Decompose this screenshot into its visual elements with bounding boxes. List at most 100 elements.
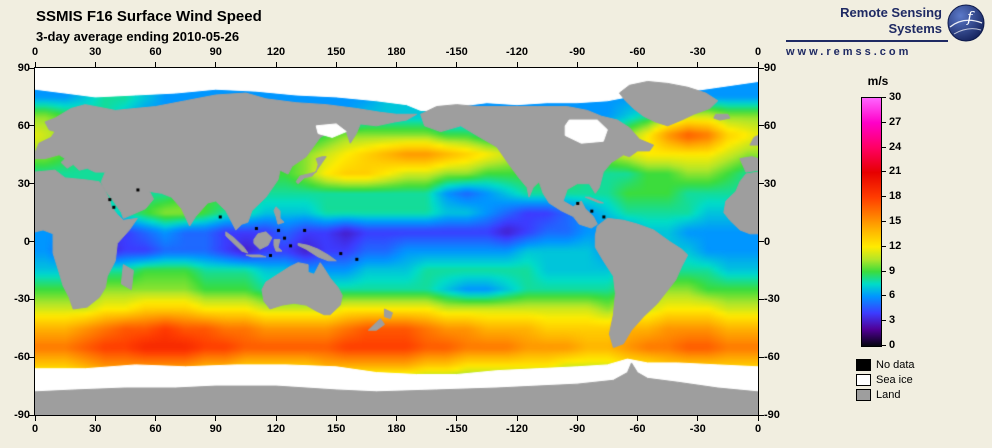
tick-mark (215, 416, 217, 421)
legend-label: Sea ice (876, 373, 913, 386)
tick-mark (697, 416, 699, 421)
lat-tick-label: -30 (764, 293, 780, 306)
tick-mark (29, 67, 34, 69)
colorbar-tick-mark (882, 320, 886, 322)
lon-tick-label: 90 (209, 423, 222, 435)
tick-mark (576, 416, 578, 421)
colorbar-tick-label: 12 (889, 239, 902, 252)
colorbar-tick-mark (882, 146, 886, 148)
lon-tick-label: -60 (629, 46, 646, 58)
tick-mark (759, 67, 764, 69)
branding-url: www.remss.com (786, 46, 912, 58)
tick-mark (516, 62, 518, 67)
lat-tick-label: 90 (17, 62, 30, 74)
svg-text:f: f (966, 8, 975, 26)
lon-tick-label: 30 (89, 423, 102, 435)
chart-subtitle: 3-day average ending 2010-05-26 (36, 29, 240, 44)
lon-tick-label: 60 (149, 46, 162, 58)
tick-mark (34, 416, 36, 421)
lon-tick-label: 180 (387, 46, 406, 58)
lat-tick-label: 30 (17, 177, 30, 190)
legend-label: No data (876, 358, 915, 371)
tick-mark (275, 416, 277, 421)
tick-mark (396, 62, 397, 67)
colorbar-tick-mark (882, 97, 886, 98)
tick-mark (516, 416, 518, 421)
lon-tick-label: 0 (754, 46, 762, 58)
tick-mark (215, 62, 217, 67)
lon-tick-label: -150 (445, 423, 468, 435)
world-wind-map (34, 67, 759, 416)
lon-tick-label: 30 (89, 46, 102, 58)
lon-tick-label: 0 (31, 46, 39, 58)
chart-title: SSMIS F16 Surface Wind Speed (36, 8, 262, 25)
lon-tick-label: -150 (445, 46, 468, 58)
tick-mark (637, 62, 638, 67)
lat-tick-label: 0 (23, 235, 30, 248)
tick-mark (155, 62, 156, 67)
tick-mark (29, 241, 34, 242)
legend-item: No data (856, 357, 915, 372)
lat-tick-label: -90 (764, 409, 780, 421)
branding-name: Remote Sensing Systems (840, 5, 942, 36)
colorbar-tick-mark (882, 345, 886, 346)
colorbar-tick-label: 0 (889, 339, 896, 351)
colorbar-tick-label: 6 (889, 289, 896, 302)
tick-mark (155, 416, 156, 421)
tick-mark (759, 125, 764, 127)
lon-tick-label: -30 (689, 423, 706, 435)
colorbar-tick-label: 15 (889, 215, 902, 227)
branding: Remote Sensing Systems f www.remss.com (786, 4, 986, 58)
colorbar-tick-label: 21 (889, 165, 902, 178)
colorbar-tick-mark (882, 295, 886, 297)
tick-mark (697, 62, 699, 67)
lon-tick-label: -120 (505, 46, 529, 58)
colorbar-tick-label: 3 (889, 314, 896, 327)
tick-mark (29, 298, 34, 300)
lat-tick-label: 30 (764, 177, 777, 190)
lon-tick-label: 0 (754, 423, 762, 435)
colorbar-tick-label: 30 (889, 91, 902, 103)
lon-tick-label: 150 (327, 423, 346, 435)
tick-mark (759, 183, 764, 185)
lat-tick-label: 60 (764, 119, 777, 132)
colorbar-unit-label: m/s (867, 74, 889, 88)
lat-tick-label: -60 (764, 351, 780, 364)
tick-mark (29, 183, 34, 185)
tick-mark (34, 62, 36, 67)
lat-tick-label: 60 (17, 119, 30, 132)
lat-tick-label: -90 (14, 409, 30, 421)
colorbar-tick-label: 24 (889, 140, 902, 153)
legend-item: Sea ice (856, 372, 915, 387)
colorbar-ticks: 0 3 6 9 12 15 18 21 24 27 30 (882, 91, 922, 351)
lon-tick-label: -90 (569, 46, 586, 58)
tick-mark (757, 62, 759, 67)
lon-tick-label: -60 (629, 423, 646, 435)
legend-swatch-land (856, 388, 871, 401)
lon-tick-label: 90 (209, 46, 222, 58)
legend-swatch-sea-ice (856, 373, 871, 386)
colorbar (861, 97, 882, 347)
tick-mark (29, 356, 34, 358)
colorbar-tick-mark (882, 121, 886, 123)
tick-mark (759, 356, 764, 358)
colorbar-tick-label: 9 (889, 264, 896, 277)
tick-mark (94, 62, 96, 67)
tick-mark (335, 416, 337, 421)
lon-tick-label: -90 (569, 423, 586, 435)
lon-tick-label: 150 (327, 46, 346, 58)
lon-tick-label: 120 (266, 423, 286, 435)
lat-tick-label: -60 (14, 351, 30, 364)
colorbar-tick-label: 18 (889, 190, 902, 203)
colorbar-tick-mark (882, 196, 886, 198)
legend-label: Land (876, 388, 901, 401)
tick-mark (759, 241, 764, 242)
tick-mark (456, 62, 458, 67)
colorbar-tick-mark (882, 270, 886, 272)
lon-tick-label: -30 (689, 46, 706, 58)
lon-tick-label: 0 (31, 423, 39, 435)
tick-mark (456, 416, 458, 421)
lon-tick-label: 60 (149, 423, 162, 435)
colorbar-tick-mark (882, 245, 886, 247)
